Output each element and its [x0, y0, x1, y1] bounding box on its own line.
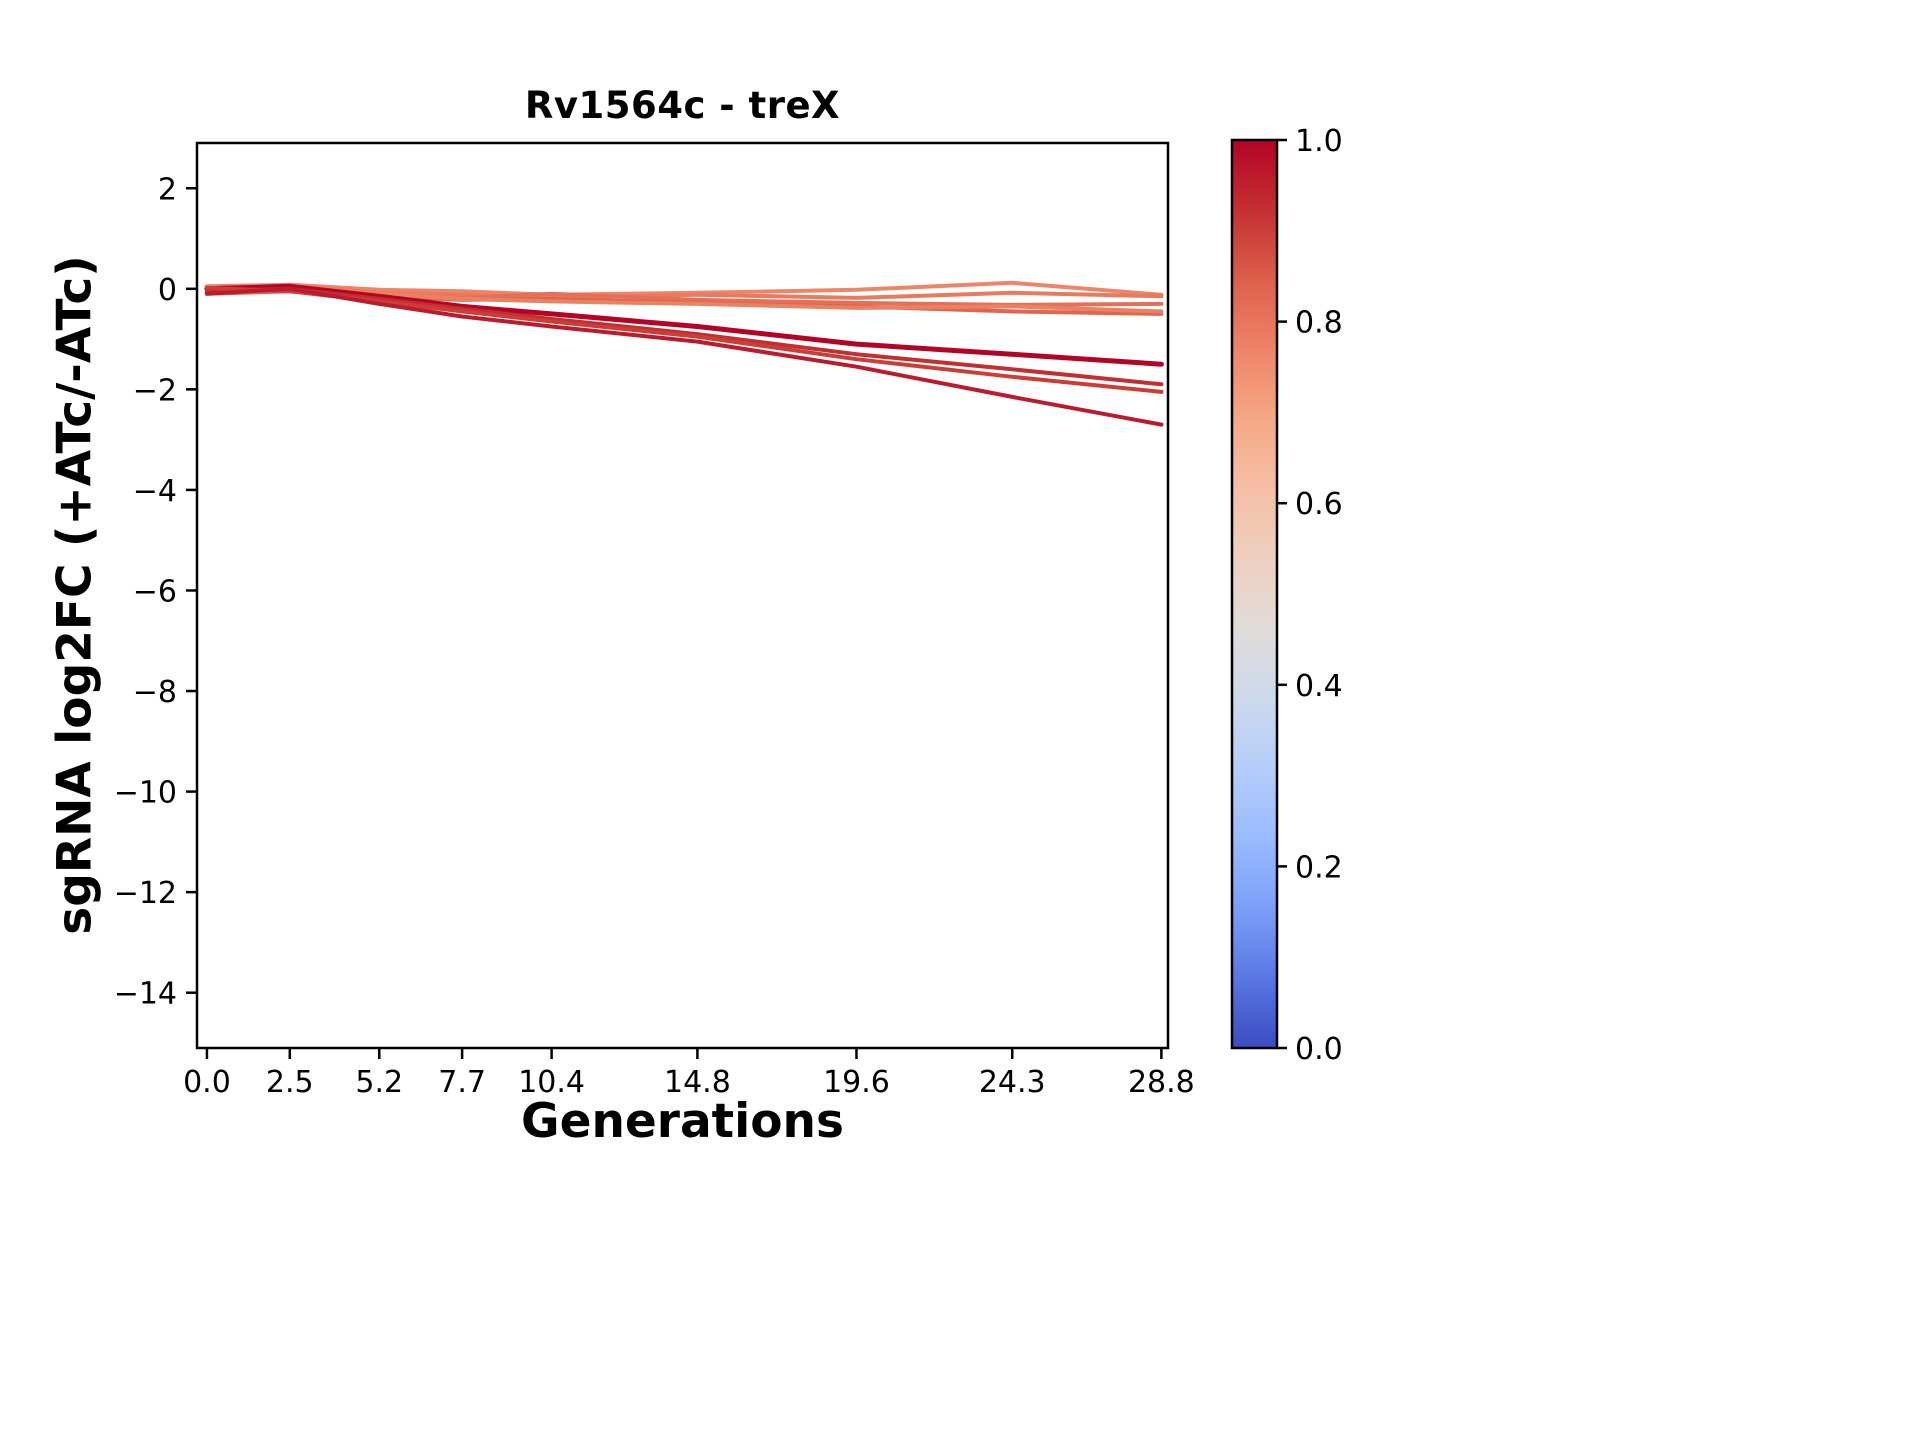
x-tick-label: 0.0	[183, 1065, 231, 1100]
data-lines	[204, 280, 1164, 427]
y-tick-label: −8	[133, 675, 177, 710]
y-tick-label: −4	[133, 474, 177, 509]
y-tick-label: −2	[133, 373, 177, 408]
y-tick-label: −6	[133, 574, 177, 609]
series-line-6	[204, 283, 1164, 367]
axes-frame	[195, 141, 1170, 1050]
colorbar-ticks: 0.0 0.2 0.4 0.6 0.8 1.0	[1277, 124, 1343, 1067]
x-tick-label: 2.5	[266, 1065, 314, 1100]
y-tick-label: −14	[114, 977, 177, 1012]
x-tick-label: 5.2	[355, 1065, 403, 1100]
x-tick-label: 10.4	[518, 1065, 585, 1100]
colorbar-tick-label: 0.4	[1295, 669, 1343, 704]
x-axis-label: Generations	[521, 1094, 844, 1149]
colorbar-tick-label: 0.8	[1295, 306, 1343, 341]
x-tick-label: 24.3	[979, 1065, 1046, 1100]
y-tick-label: −12	[114, 876, 177, 911]
x-tick-label: 14.8	[664, 1065, 731, 1100]
x-axis-ticks: 0.0 2.5 5.2 7.7 10.4 14.8 19.6 24.3 28.8	[183, 1048, 1195, 1100]
x-tick-label: 7.7	[438, 1065, 486, 1100]
y-axis-ticks: 2 0 −2 −4 −6 −8 −10 −12 −14	[114, 172, 197, 1012]
y-tick-label: 0	[158, 273, 177, 308]
colorbar-tick-label: 0.2	[1295, 850, 1343, 885]
x-tick-label: 28.8	[1128, 1065, 1195, 1100]
y-tick-label: −10	[114, 776, 177, 811]
series-line-9	[204, 286, 1164, 427]
y-tick-label: 2	[158, 172, 177, 207]
colorbar-tick-label: 0.0	[1295, 1032, 1343, 1067]
colorbar-tick-label: 1.0	[1295, 124, 1343, 159]
colorbar-tick-label: 0.6	[1295, 487, 1343, 522]
y-axis-label: sgRNA log2FC (+ATc/-ATc)	[47, 255, 103, 935]
x-tick-label: 19.6	[823, 1065, 890, 1100]
colorbar	[1230, 138, 1279, 1050]
chart-title: Rv1564c - treX	[524, 84, 841, 127]
